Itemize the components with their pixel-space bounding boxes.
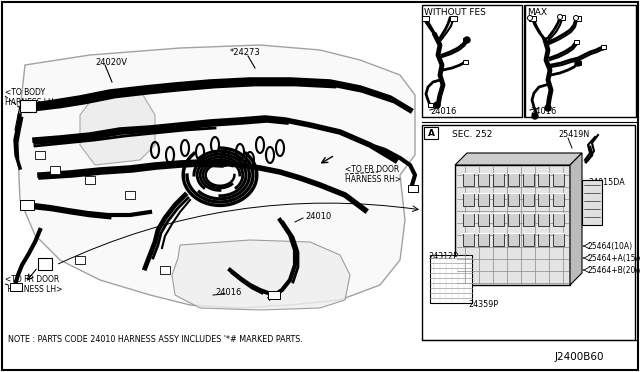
Text: <TO BODY
HARNESS LH>: <TO BODY HARNESS LH>: [5, 88, 60, 108]
Bar: [538, 213, 549, 226]
Text: J2400B60: J2400B60: [555, 352, 605, 362]
Bar: [463, 233, 474, 246]
Bar: [523, 193, 534, 206]
Bar: [463, 38, 468, 42]
Bar: [529, 16, 536, 21]
Bar: [85, 176, 95, 184]
Bar: [75, 256, 85, 264]
Bar: [508, 193, 519, 206]
Bar: [463, 60, 468, 64]
Bar: [478, 233, 489, 246]
Text: MAX: MAX: [527, 8, 547, 17]
Bar: [478, 193, 489, 206]
Bar: [455, 165, 570, 285]
Bar: [574, 16, 581, 21]
Bar: [408, 185, 418, 192]
Text: A: A: [428, 129, 435, 138]
Bar: [463, 173, 474, 186]
Circle shape: [434, 102, 440, 108]
Bar: [538, 173, 549, 186]
Bar: [450, 16, 457, 21]
Bar: [493, 193, 504, 206]
Text: 25464+B(20A): 25464+B(20A): [588, 266, 640, 275]
Polygon shape: [80, 90, 155, 165]
Bar: [35, 151, 45, 159]
Text: 25419N: 25419N: [558, 130, 589, 139]
Text: 24016: 24016: [215, 288, 241, 297]
Text: 24020V: 24020V: [95, 58, 127, 67]
Bar: [553, 213, 564, 226]
Bar: [574, 40, 579, 44]
Circle shape: [532, 113, 538, 119]
Text: 24010: 24010: [305, 212, 332, 221]
Bar: [601, 45, 606, 49]
Bar: [523, 233, 534, 246]
Text: 25464+A(15A): 25464+A(15A): [588, 254, 640, 263]
Circle shape: [573, 16, 579, 20]
Bar: [558, 15, 565, 20]
Bar: [493, 233, 504, 246]
Bar: [523, 173, 534, 186]
Bar: [428, 103, 433, 107]
Bar: [478, 173, 489, 186]
Text: SEC. 252: SEC. 252: [452, 130, 492, 139]
Bar: [424, 127, 438, 139]
Bar: [422, 5, 522, 117]
Bar: [508, 173, 519, 186]
Polygon shape: [455, 153, 582, 165]
Bar: [523, 213, 534, 226]
Text: 24016: 24016: [530, 107, 556, 116]
Text: 24015DA: 24015DA: [588, 178, 625, 187]
Bar: [268, 291, 280, 299]
Circle shape: [557, 15, 563, 19]
Bar: [576, 61, 581, 65]
Text: NOTE : PARTS CODE 24010 HARNESS ASSY INCLUDES '*# MARKED PARTS.: NOTE : PARTS CODE 24010 HARNESS ASSY INC…: [8, 335, 303, 344]
Bar: [20, 100, 36, 112]
Bar: [20, 200, 34, 210]
Polygon shape: [570, 153, 582, 285]
Text: 24359P: 24359P: [468, 300, 498, 309]
Bar: [50, 166, 60, 174]
Bar: [508, 233, 519, 246]
Text: A: A: [42, 260, 49, 269]
Text: <TO FR DOOR
 HARNESS LH>: <TO FR DOOR HARNESS LH>: [5, 275, 62, 294]
Circle shape: [464, 37, 470, 43]
Text: 25464(10A): 25464(10A): [588, 242, 633, 251]
Bar: [422, 16, 429, 21]
Bar: [538, 233, 549, 246]
Bar: [538, 193, 549, 206]
Bar: [553, 193, 564, 206]
Bar: [10, 283, 22, 291]
Circle shape: [575, 60, 581, 66]
Polygon shape: [18, 45, 415, 308]
Bar: [125, 191, 135, 199]
Bar: [463, 213, 474, 226]
Circle shape: [527, 16, 532, 20]
Bar: [582, 180, 602, 225]
Text: WITHOUT FES: WITHOUT FES: [424, 8, 486, 17]
Circle shape: [545, 105, 551, 111]
Bar: [160, 266, 170, 274]
Bar: [430, 255, 472, 303]
Text: <TO FR DOOR
HARNESS RH>: <TO FR DOOR HARNESS RH>: [345, 165, 401, 185]
Bar: [553, 233, 564, 246]
Bar: [478, 213, 489, 226]
Text: *24273: *24273: [230, 48, 260, 57]
Bar: [463, 193, 474, 206]
Text: 24016: 24016: [430, 107, 456, 116]
Bar: [508, 213, 519, 226]
Bar: [553, 173, 564, 186]
Bar: [38, 258, 52, 270]
Bar: [422, 125, 635, 340]
Bar: [525, 5, 636, 117]
Bar: [493, 213, 504, 226]
Polygon shape: [172, 240, 350, 310]
Text: 24312P: 24312P: [428, 252, 458, 261]
Bar: [493, 173, 504, 186]
